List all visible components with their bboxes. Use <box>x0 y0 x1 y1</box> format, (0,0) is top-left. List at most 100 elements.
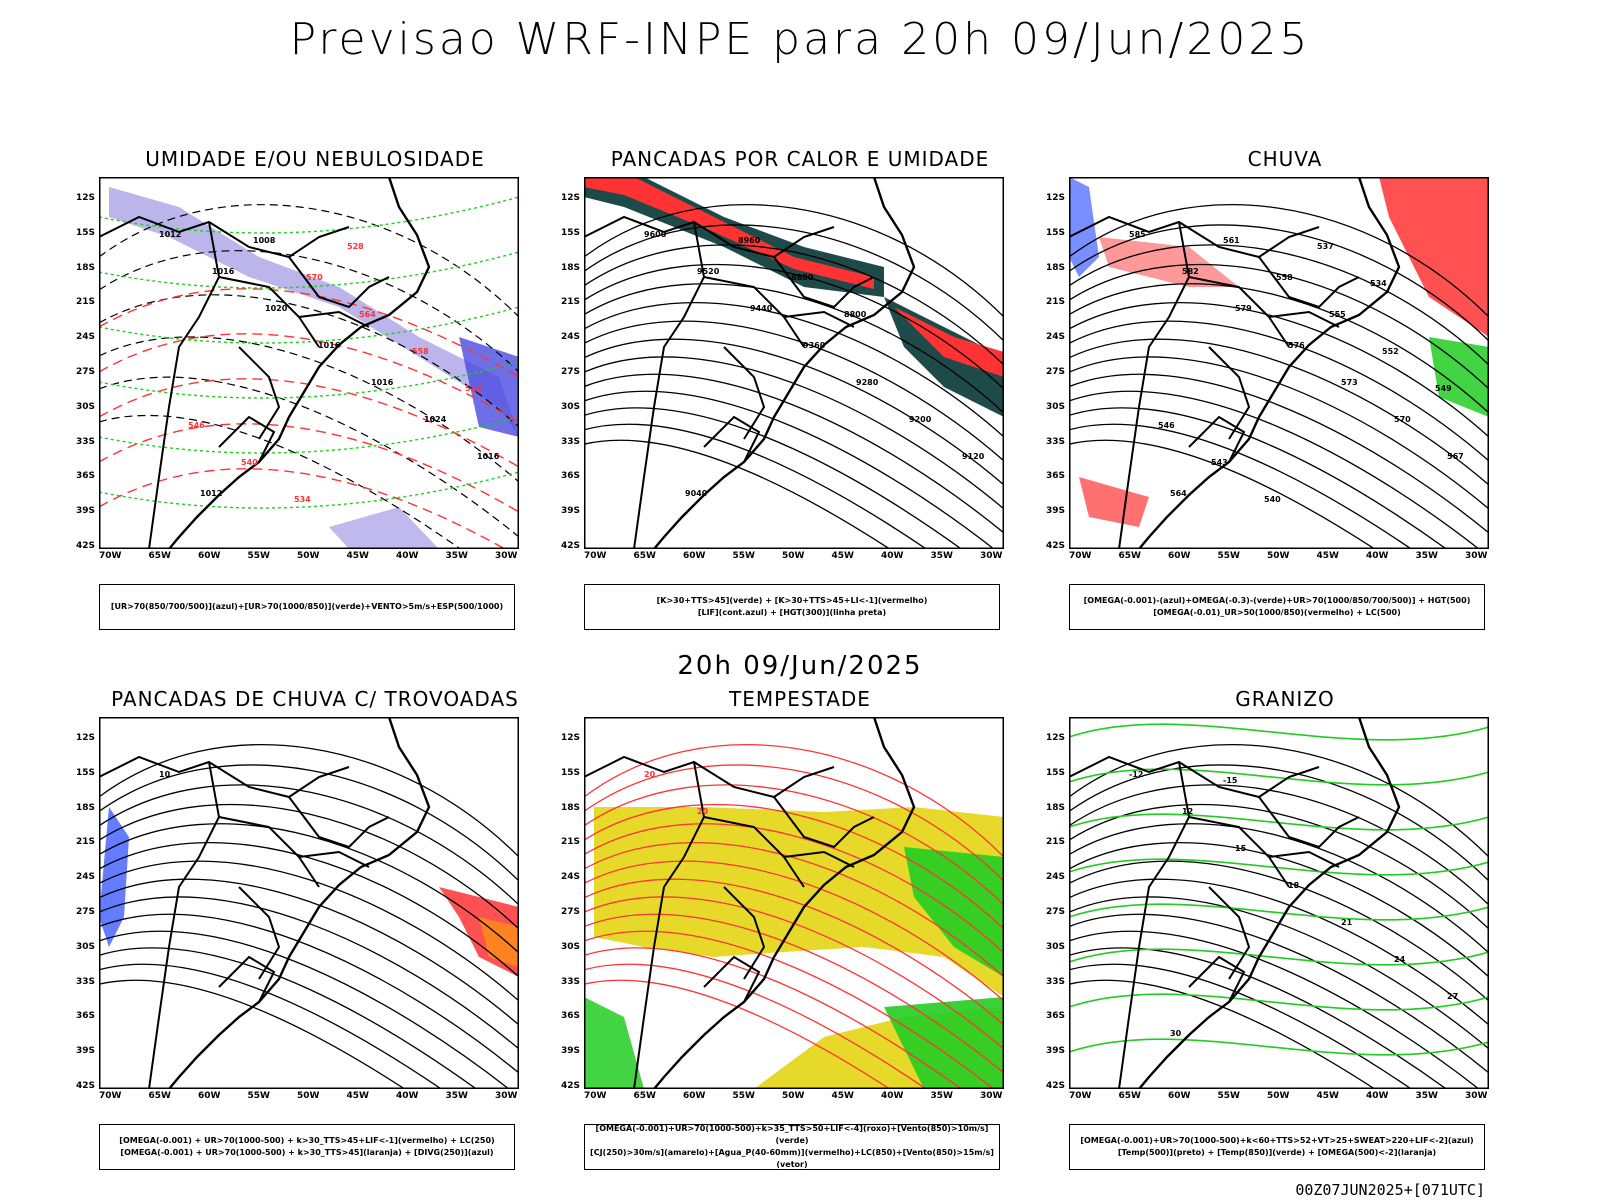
lat-tick-label: 12S <box>1045 733 1065 743</box>
panel-granizo: GRANIZO -12 12 15 18 21 24 27 30 -15 12S 15S 18S 21S 2… <box>1046 687 1505 1187</box>
lon-axis: 70W 65W 60W 55W 50W 45W 40W 35W 30W <box>1069 1091 1489 1105</box>
lon-tick-label: 40W <box>1366 1091 1389 1101</box>
lat-tick-label: 33S <box>75 436 95 447</box>
lat-tick-label: 24S <box>75 332 95 343</box>
legend-line: [OMEGA(-0.001)+UR>70(1000-500)+k>35_TTS>… <box>595 1124 989 1145</box>
lon-tick-label: 40W <box>881 1091 904 1101</box>
lat-tick-label: 36S <box>75 471 95 482</box>
lat-tick-label: 18S <box>1045 262 1065 273</box>
lat-axis: 12S 15S 18S 21S 24S 27S 30S 33S 36S 39S 42S <box>69 177 97 551</box>
lat-tick-label: 18S <box>75 262 95 273</box>
contour-label: -15 <box>1223 776 1238 785</box>
lat-tick-label: 24S <box>1045 872 1065 883</box>
panel-chuva: CHUVA 585 582 579 576 573 570 567 564 561 558 555 55… <box>1046 147 1505 647</box>
contour-label: 540 <box>1264 495 1281 504</box>
lon-axis: 70W 65W 60W 55W 50W 45W 40W 35W 30W <box>99 1091 519 1105</box>
lon-tick-label: 30W <box>495 1091 518 1101</box>
lat-tick-label: 21S <box>75 297 95 308</box>
lat-tick-label: 39S <box>560 1046 580 1057</box>
contour-label: 8800 <box>844 310 867 319</box>
contour-label: 1024 <box>424 415 447 424</box>
lat-tick-label: 27S <box>560 367 580 377</box>
lat-tick-label: 30S <box>75 941 95 952</box>
lon-tick-label: 70W <box>1069 1091 1092 1101</box>
contour-label: 9520 <box>697 267 720 276</box>
contour-label: 1016 <box>371 378 394 387</box>
lon-tick-label: 35W <box>445 551 468 561</box>
contour-label: 9280 <box>856 378 879 387</box>
lon-tick-label: 55W <box>247 1091 270 1101</box>
lat-tick-label: 36S <box>1045 1011 1065 1022</box>
lon-tick-label: 30W <box>495 551 518 561</box>
lat-tick-label: 42S <box>75 1081 95 1091</box>
lon-tick-label: 55W <box>1217 551 1240 561</box>
legend-line: [LIF](cont.azul) + [HGT(300)](linha pret… <box>697 608 887 617</box>
lat-tick-label: 15S <box>1045 227 1065 238</box>
lat-tick-label: 33S <box>1045 976 1065 987</box>
middle-time-label: 20h 09/Jun/2025 <box>677 651 923 681</box>
contour-label: -12 <box>1129 770 1143 779</box>
lon-tick-label: 55W <box>1217 1091 1240 1101</box>
lon-tick-label: 65W <box>633 1091 656 1101</box>
lat-tick-label: 36S <box>560 471 580 482</box>
lon-tick-label: 60W <box>683 1091 706 1101</box>
legend-line: [OMEGA(-0.001)-(azul)+OMEGA(-0.3)-(verde… <box>1083 596 1471 605</box>
lon-tick-label: 55W <box>247 551 270 561</box>
lon-tick-label: 70W <box>99 551 122 561</box>
contour-label: 9040 <box>685 489 708 498</box>
legend-line: [K>30+TTS>45](verde) + [K>30+TTS>45+LI<-… <box>656 596 928 605</box>
lon-tick-label: 35W <box>1415 1091 1438 1101</box>
lat-tick-label: 36S <box>75 1011 95 1022</box>
lat-tick-label: 27S <box>75 907 95 917</box>
legend-line: [OMEGA(-0.001)+UR>70(1000-500)+k<60+TTS>… <box>1080 1136 1474 1145</box>
contour-label: 1016 <box>318 341 341 350</box>
contour-label: 579 <box>1235 304 1252 313</box>
contour-label: 21 <box>1341 918 1353 927</box>
contour-label: 27 <box>1447 992 1458 1001</box>
weather-map: 1012 1016 1020 1016 1016 1024 1016 1012 1008 570 5… <box>99 177 519 549</box>
contour-label: 534 <box>1370 279 1387 288</box>
lat-tick-label: 12S <box>75 193 95 203</box>
contour-label: 567 <box>1447 452 1464 461</box>
contour-label: 12 <box>1182 807 1193 816</box>
panel-legend: [K>30+TTS>45](verde) + [K>30+TTS>45+LI<-… <box>584 584 1000 630</box>
lon-tick-label: 45W <box>346 1091 369 1101</box>
panel-legend: [OMEGA(-0.001)-(azul)+OMEGA(-0.3)-(verde… <box>1069 584 1485 630</box>
contour-label: 558 <box>1276 273 1293 282</box>
lon-tick-label: 55W <box>732 1091 755 1101</box>
contour-label: 564 <box>1170 489 1187 498</box>
contour-label: 1012 <box>159 230 181 239</box>
lon-tick-label: 50W <box>297 1091 320 1101</box>
lat-tick-label: 15S <box>560 767 580 778</box>
lat-tick-label: 39S <box>75 506 95 517</box>
contour-label: 30 <box>1170 1029 1182 1038</box>
lon-tick-label: 60W <box>198 1091 221 1101</box>
panel-legend: [OMEGA(-0.001)+UR>70(1000-500)+k>35_TTS>… <box>584 1124 1000 1170</box>
lat-tick-label: 30S <box>1045 401 1065 412</box>
contour-label: 552 <box>1382 347 1399 356</box>
lat-tick-label: 15S <box>75 767 95 778</box>
lon-axis: 70W 65W 60W 55W 50W 45W 40W 35W 30W <box>1069 551 1489 565</box>
contour-label: 8880 <box>791 273 814 282</box>
lat-tick-label: 15S <box>560 227 580 238</box>
lon-tick-label: 45W <box>346 551 369 561</box>
lat-tick-label: 15S <box>1045 767 1065 778</box>
lat-tick-label: 15S <box>75 227 95 238</box>
lon-tick-label: 40W <box>881 551 904 561</box>
contour-label: 9120 <box>962 452 985 461</box>
panel-title: CHUVA <box>1247 147 1323 171</box>
lon-tick-label: 45W <box>831 551 854 561</box>
lon-tick-label: 30W <box>1465 1091 1488 1101</box>
lon-tick-label: 50W <box>1267 551 1290 561</box>
lon-tick-label: 65W <box>148 551 171 561</box>
lat-tick-label: 33S <box>1045 436 1065 447</box>
contour-label: 10 <box>159 770 171 779</box>
lon-tick-label: 60W <box>683 551 706 561</box>
contour-label: 9200 <box>909 415 932 424</box>
lon-tick-label: 70W <box>1069 551 1092 561</box>
lon-tick-label: 60W <box>198 551 221 561</box>
panel-title: UMIDADE E/OU NEBULOSIDADE <box>145 147 485 171</box>
contour-label: 576 <box>1288 341 1305 350</box>
lat-tick-label: 24S <box>1045 332 1065 343</box>
